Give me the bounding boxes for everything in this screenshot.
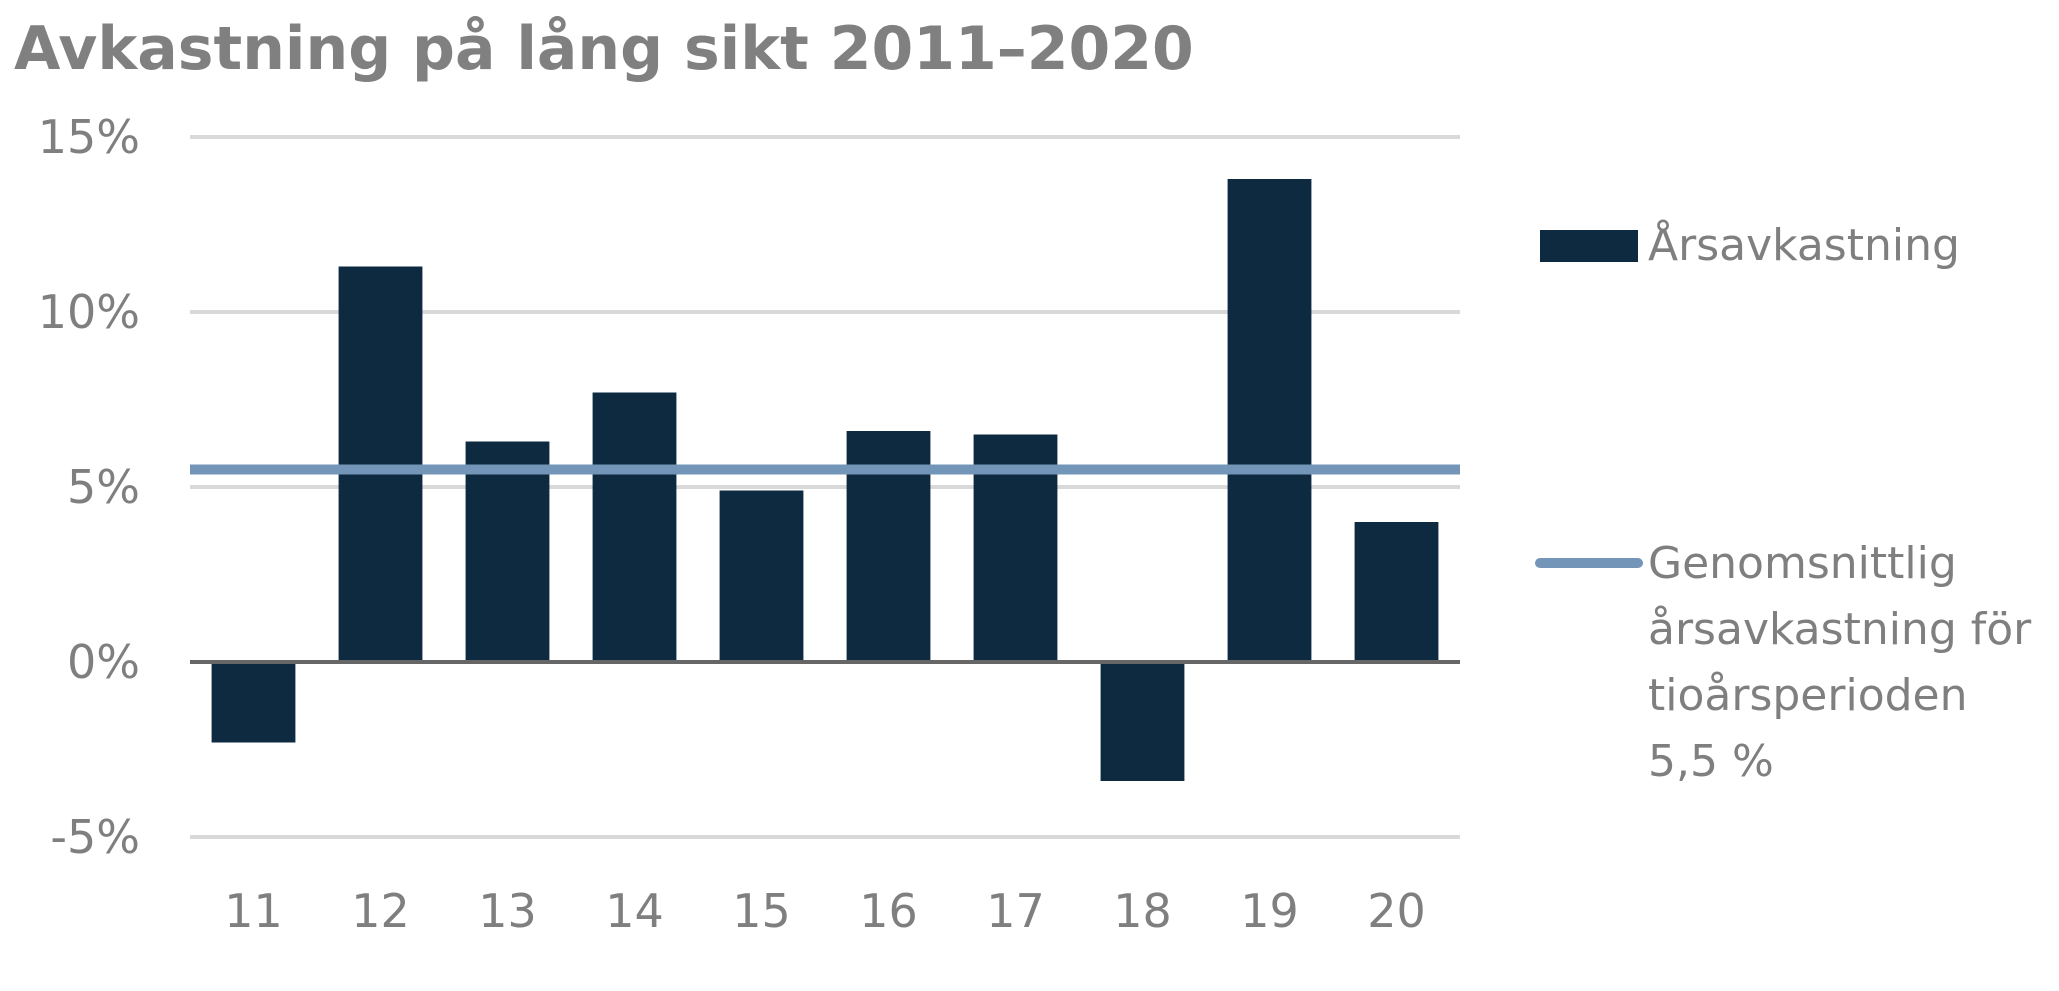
bar [1227,179,1312,662]
bar [211,662,296,743]
x-tick-label: 12 [351,884,410,938]
y-tick-label: 10% [38,285,140,339]
bar [338,266,423,662]
legend: Årsavkastning Genomsnittlig årsavkastning … [1535,218,2032,787]
legend-label-line: tioårsperioden [1648,670,1968,721]
legend-label-line: årsavkastning för [1648,604,2032,655]
bar [1354,522,1439,662]
x-tick-label: 14 [605,884,664,938]
bars [211,179,1439,781]
x-tick-label: 19 [1240,884,1299,938]
y-tick-label: -5% [50,810,140,864]
x-tick-label: 18 [1113,884,1172,938]
x-tick-label: 13 [478,884,537,938]
legend-label-bar: Årsavkastning [1648,218,1960,271]
x-axis-ticks: 11 12 13 14 15 16 17 18 19 20 [224,884,1426,938]
legend-label-line: Genomsnittlig [1648,538,1957,589]
legend-label-line: 5,5 % [1648,736,1774,787]
x-tick-label: 16 [859,884,918,938]
x-tick-label: 17 [986,884,1045,938]
y-tick-label: 15% [38,110,140,164]
x-tick-label: 15 [732,884,791,938]
y-tick-label: 0% [67,635,140,689]
bar [719,490,804,662]
bar [592,392,677,662]
y-axis-ticks: 15% 10% 5% 0% -5% [38,110,140,864]
bar [1100,662,1185,781]
legend-swatch-bar [1540,230,1638,262]
chart-title: Avkastning på lång sikt 2011–2020 [14,14,1194,84]
bar [465,441,550,662]
x-tick-label: 11 [224,884,283,938]
y-tick-label: 5% [67,460,140,514]
x-tick-label: 20 [1367,884,1426,938]
